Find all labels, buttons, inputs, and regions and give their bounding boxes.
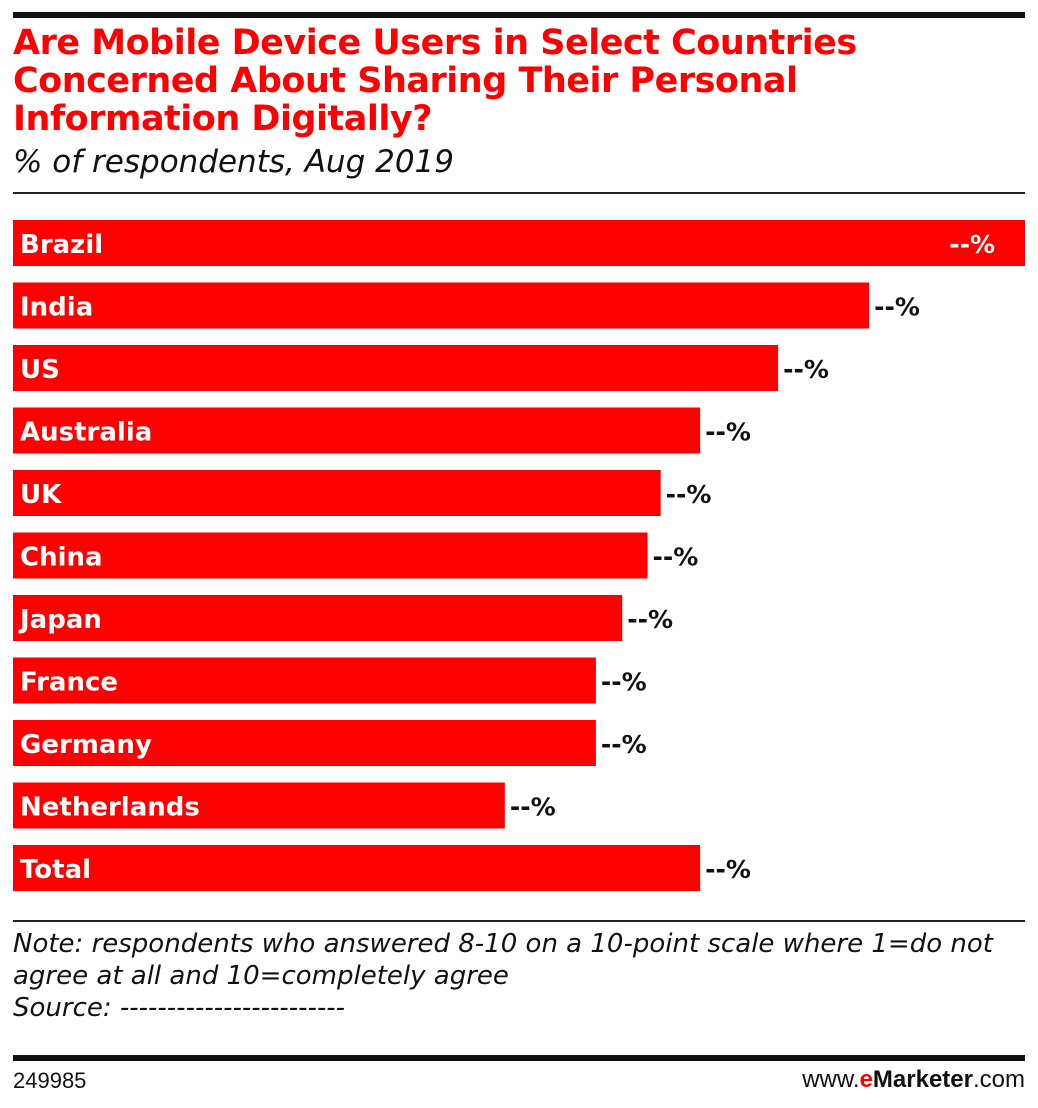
data-label: --% bbox=[666, 480, 712, 509]
bar-australia bbox=[13, 407, 701, 454]
data-label: --% bbox=[601, 668, 647, 697]
category-label: UK bbox=[20, 480, 62, 510]
category-label: US bbox=[20, 355, 60, 385]
data-label: --% bbox=[705, 418, 751, 447]
data-label: --% bbox=[949, 230, 995, 259]
top-rule bbox=[13, 12, 1025, 18]
bar-uk bbox=[13, 470, 661, 516]
category-label: China bbox=[20, 543, 103, 573]
note-text: Note: respondents who answered 8-10 on a… bbox=[13, 929, 993, 991]
data-label: --% bbox=[510, 793, 556, 822]
footer-rule bbox=[13, 920, 1025, 922]
bar-japan bbox=[13, 595, 623, 641]
data-label: --% bbox=[601, 730, 647, 759]
chart-subtitle: % of respondents, Aug 2019 bbox=[13, 144, 454, 180]
category-label: Germany bbox=[20, 730, 152, 760]
category-label: Netherlands bbox=[20, 793, 200, 823]
chart-id: 249985 bbox=[13, 1068, 87, 1093]
category-label: India bbox=[20, 293, 93, 323]
category-label: Japan bbox=[18, 605, 102, 635]
category-label: Brazil bbox=[20, 230, 103, 260]
data-label: --% bbox=[653, 543, 699, 572]
bar-brazil bbox=[13, 220, 1025, 266]
bar-india bbox=[13, 282, 870, 329]
bar-france bbox=[13, 657, 596, 704]
bar-netherlands bbox=[13, 782, 505, 829]
data-label: --% bbox=[627, 605, 673, 634]
chart-title: Are Mobile Device Users in Select Countr… bbox=[13, 23, 857, 139]
category-label: Total bbox=[20, 855, 91, 885]
source-text: Source: ------------------------ bbox=[13, 993, 346, 1023]
category-label: Australia bbox=[20, 418, 152, 448]
emarketer-logo: www.eMarketer.com bbox=[802, 1066, 1025, 1093]
bar-us bbox=[13, 345, 779, 391]
category-label: France bbox=[20, 668, 118, 698]
data-label: --% bbox=[783, 355, 829, 384]
bar-total bbox=[13, 845, 701, 891]
bar-germany bbox=[13, 720, 596, 766]
bottom-rule bbox=[13, 1055, 1025, 1061]
bar-china bbox=[13, 532, 648, 579]
data-label: --% bbox=[705, 855, 751, 884]
header-rule bbox=[13, 192, 1025, 194]
data-label: --% bbox=[874, 293, 920, 322]
notes: Note: respondents who answered 8-10 on a… bbox=[13, 928, 1028, 1024]
